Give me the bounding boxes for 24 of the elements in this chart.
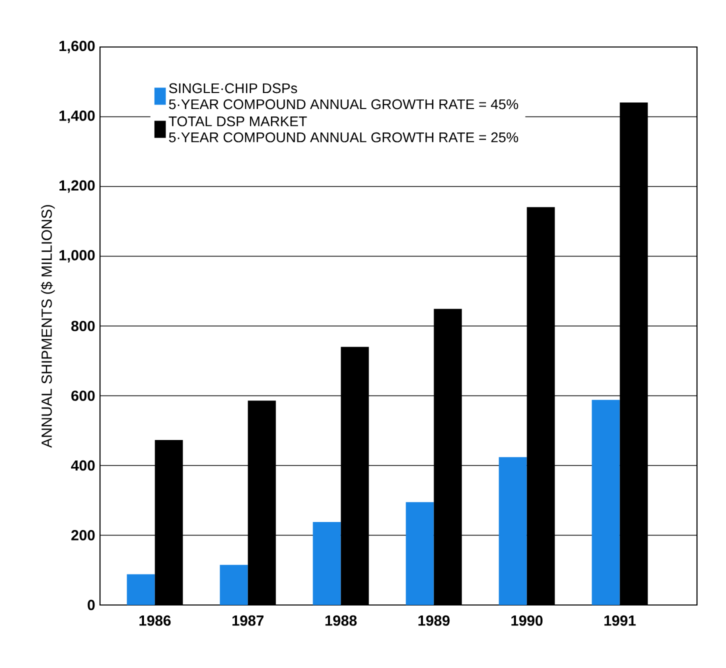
- bar: [406, 502, 434, 605]
- bar: [312, 522, 341, 605]
- y-tick-label: 1,000: [60, 250, 95, 263]
- bar: [498, 457, 527, 605]
- x-tick-label: 1989: [418, 615, 450, 626]
- y-tick-label: 1,200: [60, 180, 95, 193]
- y-axis-title: ANNUAL SHIPMENTS ($ MILLIONS): [40, 205, 55, 448]
- y-tick-label: 200: [71, 530, 95, 540]
- legend-label: TOTAL DSP MARKET 5·YEAR COMPOUND ANNUAL GROWTH RATE = 25%: [168, 116, 518, 142]
- y-tick-label: 400: [71, 460, 95, 471]
- x-tick-label: 1987: [232, 615, 264, 626]
- x-tick-label: 1986: [139, 615, 171, 626]
- x-tick-label: 1990: [511, 615, 543, 626]
- bar: [592, 400, 620, 605]
- legend-label: SINGLE·CHIP DSPs 5·YEAR COMPOUND ANNUAL GROWTH RATE = 45%: [169, 83, 518, 110]
- y-tick-label: 1,600: [60, 40, 95, 54]
- y-tick-label: 800: [71, 320, 95, 332]
- y-tick-label: 0: [88, 600, 95, 610]
- y-tick-label: 600: [71, 390, 95, 401]
- x-tick-label: 1988: [325, 615, 357, 626]
- y-tick-label: 1,400: [60, 110, 95, 124]
- bar: [220, 564, 248, 605]
- bar: [126, 574, 155, 605]
- x-tick-label: 1991: [604, 615, 636, 626]
